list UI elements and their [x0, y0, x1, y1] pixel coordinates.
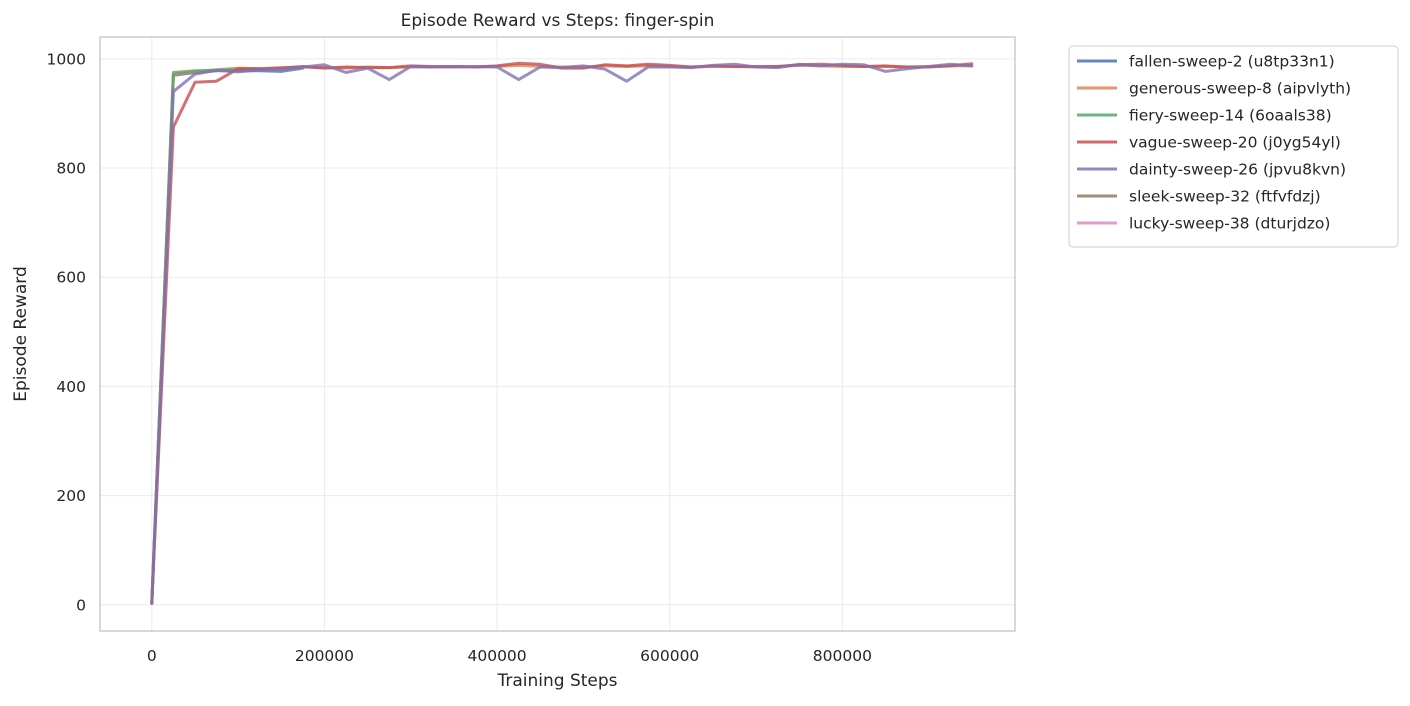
legend-entry: fiery-sweep-14 (6oaals38) [1129, 107, 1332, 125]
y-tick-label: 0 [76, 596, 86, 614]
y-tick-label: 400 [56, 378, 86, 396]
y-axis-label: Episode Reward [11, 266, 31, 401]
x-axis-label: Training Steps [496, 671, 617, 691]
legend-entry: sleek-sweep-32 (ftfvfdzj) [1129, 188, 1321, 206]
legend-entry: vague-sweep-20 (j0yg54yl) [1129, 134, 1341, 152]
x-tick-label: 800000 [813, 647, 872, 665]
legend-entry: fallen-sweep-2 (u8tp33n1) [1129, 53, 1335, 71]
legend-entry: dainty-sweep-26 (jpvu8kvn) [1129, 161, 1346, 179]
tick-labels: 0 200000 400000 600000 800000 0 200 400 600 800 10… [47, 50, 872, 665]
y-tick-label: 200 [56, 487, 86, 505]
x-tick-label: 200000 [295, 647, 354, 665]
legend: fallen-sweep-2 (u8tp33n1) generous-sweep-… [1068, 45, 1399, 248]
series-line-2 [150, 63, 974, 605]
plot-frame [99, 36, 1016, 632]
legend-entry: lucky-sweep-38 (dturjdzo) [1129, 215, 1330, 233]
legend-box [1068, 45, 1399, 248]
y-tick-label: 600 [56, 269, 86, 287]
x-tick-label: 400000 [467, 647, 526, 665]
chart-title: Episode Reward vs Steps: finger-spin [401, 11, 715, 31]
x-tick-label: 600000 [640, 647, 699, 665]
y-tick-label: 1000 [47, 50, 86, 68]
grid [100, 37, 1015, 631]
series-line-3 [150, 67, 262, 605]
series-line-5 [150, 62, 974, 605]
x-tick-label: 0 [147, 647, 157, 665]
legend-entry: generous-sweep-8 (aipvlyth) [1129, 80, 1351, 98]
y-tick-label: 800 [56, 160, 86, 178]
series-line-1 [150, 66, 305, 605]
series-lines [150, 61, 974, 605]
series-line-4 [150, 61, 974, 605]
